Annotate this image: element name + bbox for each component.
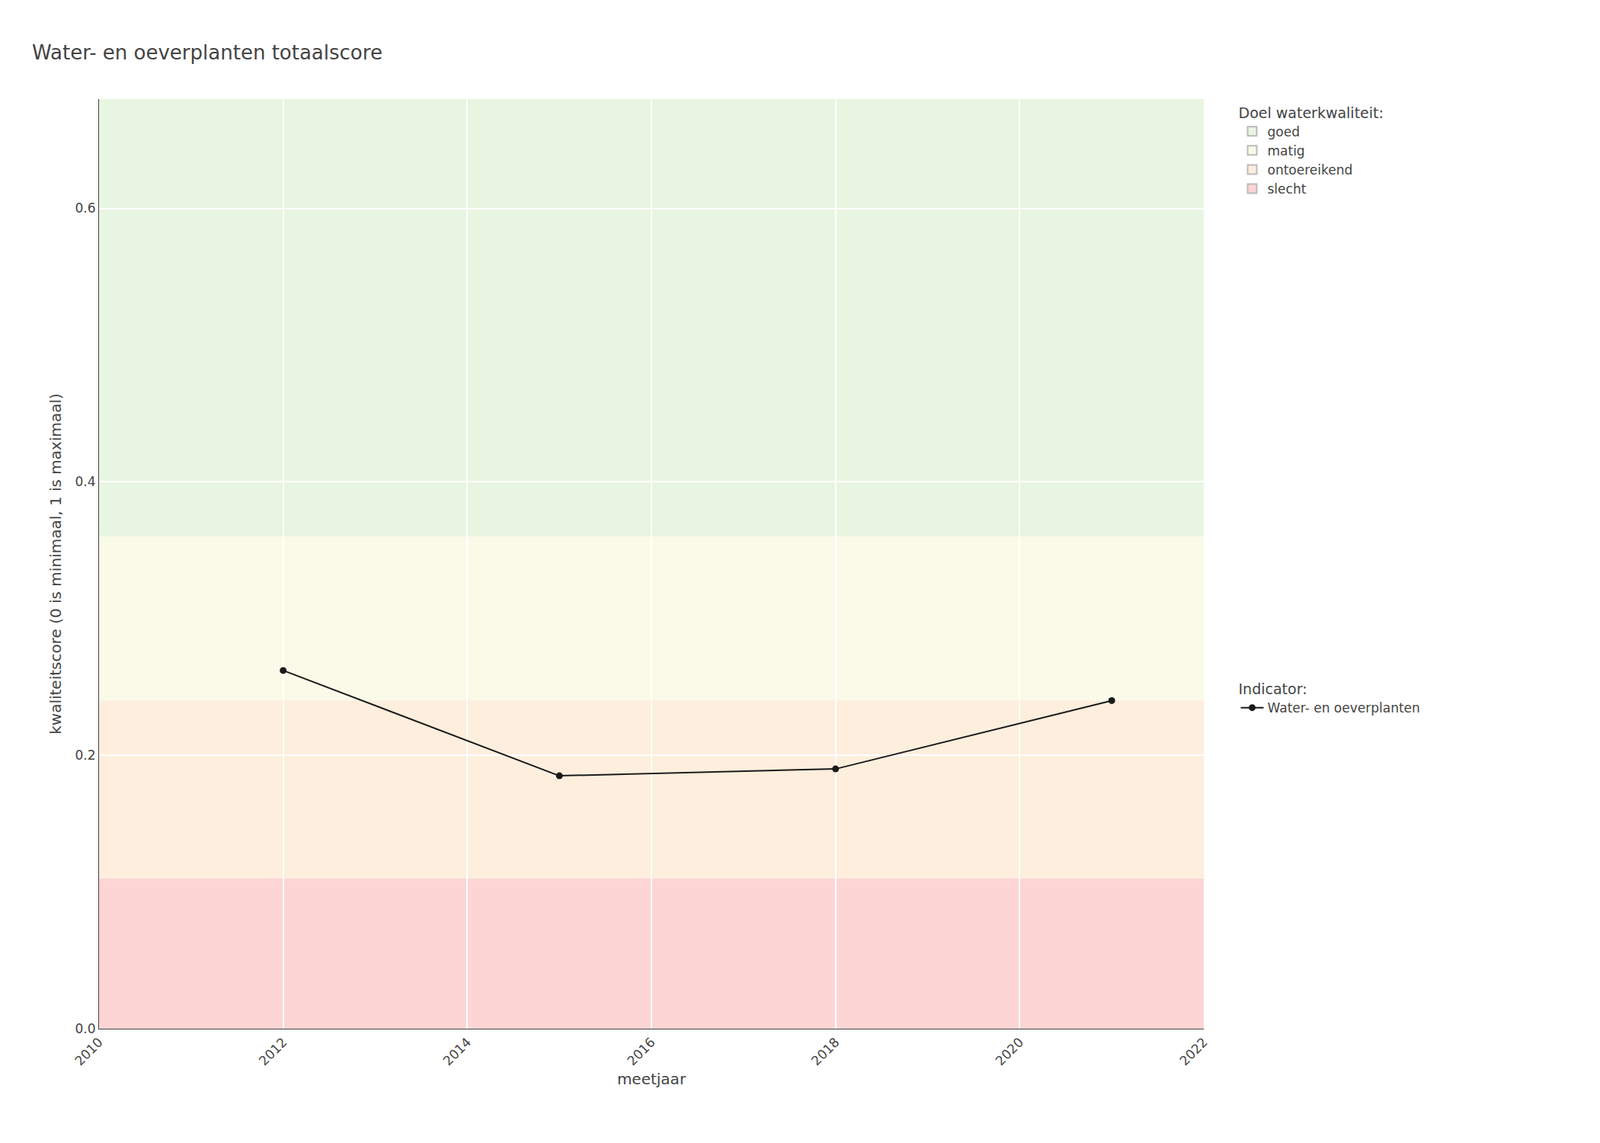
svg-text:2012: 2012 — [256, 1034, 291, 1069]
svg-text:Doel waterkwaliteit:: Doel waterkwaliteit: — [1238, 104, 1384, 122]
svg-text:0.4: 0.4 — [75, 473, 96, 490]
svg-text:goed: goed — [1267, 124, 1300, 140]
svg-text:Water- en oeverplanten totaals: Water- en oeverplanten totaalscore — [32, 41, 383, 64]
svg-text:0.6: 0.6 — [75, 200, 96, 216]
svg-text:meetjaar: meetjaar — [617, 1069, 687, 1088]
svg-text:0.2: 0.2 — [75, 747, 96, 763]
svg-text:ontoereikend: ontoereikend — [1267, 162, 1354, 178]
svg-text:2016: 2016 — [624, 1034, 659, 1069]
svg-text:2010: 2010 — [71, 1034, 106, 1069]
svg-text:matig: matig — [1267, 143, 1306, 159]
svg-text:Indicator:: Indicator: — [1238, 680, 1308, 698]
svg-text:2018: 2018 — [808, 1034, 843, 1069]
svg-text:2014: 2014 — [439, 1034, 474, 1069]
svg-text:0.0: 0.0 — [75, 1020, 96, 1037]
svg-text:Water- en oeverplanten: Water- en oeverplanten — [1267, 700, 1421, 716]
svg-text:2020: 2020 — [992, 1034, 1027, 1069]
svg-text:slecht: slecht — [1267, 181, 1307, 197]
svg-text:2022: 2022 — [1176, 1034, 1211, 1069]
svg-text:kwaliteitscore (0 is minimaal,: kwaliteitscore (0 is minimaal, 1 is maxi… — [46, 393, 65, 735]
